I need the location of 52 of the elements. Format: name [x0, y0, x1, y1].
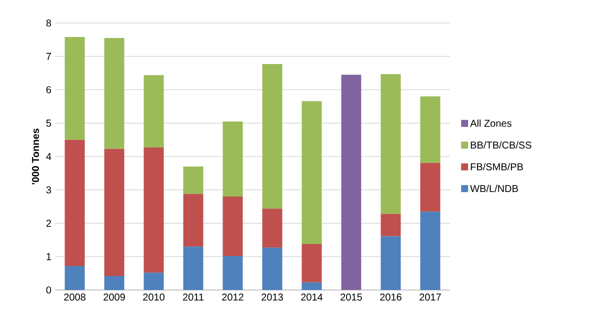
bar: [222, 256, 243, 290]
bar: [144, 147, 164, 273]
x-tick-label: 2010: [143, 294, 164, 301]
y-tick-label: 5: [46, 120, 52, 127]
bar: [420, 96, 440, 163]
bar: [64, 37, 85, 140]
x-tick-label: 2008: [64, 294, 86, 301]
x-tick-label: 2017: [420, 294, 441, 301]
legend-label: BB/TB/CB/SS: [470, 141, 532, 149]
bar: [380, 214, 401, 236]
y-tick-label: 8: [46, 19, 52, 27]
x-tick-label: 2009: [104, 294, 125, 301]
bar: [380, 74, 401, 214]
x-tick-label: 2014: [301, 294, 323, 301]
bar: [183, 166, 204, 194]
y-axis-title: '000 Tonnes: [32, 128, 40, 184]
legend-label: FB/SMB/PB: [470, 163, 523, 170]
bar: [262, 248, 282, 290]
bar: [420, 212, 440, 290]
bar: [302, 244, 322, 282]
y-tick-label: 4: [46, 153, 52, 160]
bar: [104, 276, 124, 290]
bar: [183, 194, 204, 247]
y-tick-label: 0: [46, 286, 52, 294]
x-tick-label: 2011: [183, 294, 204, 301]
bar: [380, 236, 401, 290]
bar: [64, 266, 85, 290]
bar: [104, 148, 124, 276]
x-tick-label: 2015: [340, 294, 362, 301]
y-tick-label: 2: [46, 220, 51, 227]
bar: [302, 101, 322, 244]
bar: [222, 121, 243, 197]
bar: [144, 272, 164, 290]
x-tick-label: 2012: [222, 294, 244, 301]
bar: [420, 162, 440, 212]
x-tick-label: 2013: [262, 294, 283, 301]
bar: [302, 282, 322, 290]
bar: [64, 140, 85, 266]
bar: [183, 246, 204, 290]
bar: [222, 196, 243, 256]
bar: [262, 208, 282, 248]
y-tick-label: 7: [46, 52, 51, 60]
y-tick-label: 6: [46, 86, 52, 94]
bar: [341, 74, 362, 290]
bar: [262, 64, 282, 209]
bar: [104, 38, 124, 149]
x-tick-label: 2016: [380, 294, 402, 301]
legend-label: All Zones: [470, 120, 512, 127]
legend-label: WB/L/NDB: [470, 184, 518, 192]
bar: [144, 75, 164, 148]
y-tick-label: 1: [46, 253, 51, 260]
y-tick-label: 3: [46, 186, 52, 194]
